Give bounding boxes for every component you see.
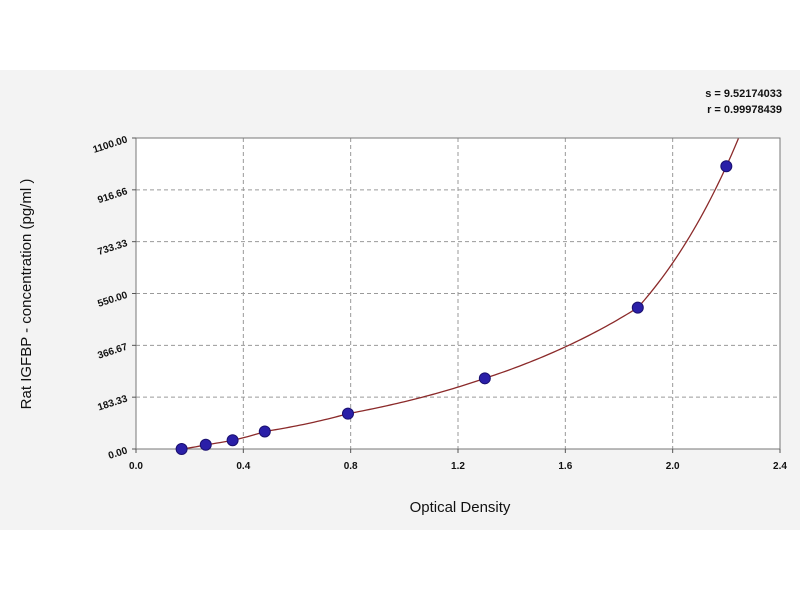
y-tick-label: 183.33 <box>96 393 129 413</box>
x-tick-label: 2.0 <box>666 461 680 472</box>
y-axis-title: Rat IGFBP - concentration (pg/ml ) <box>18 179 35 410</box>
y-tick-label: 366.67 <box>96 342 129 362</box>
y-tick-label: 733.33 <box>96 238 129 258</box>
grid-lines <box>136 138 780 449</box>
x-tick-label: 2.4 <box>773 461 787 472</box>
y-tick-label: 916.66 <box>96 186 129 206</box>
data-point <box>631 301 644 314</box>
fit-r-value: r = 0.99978439 <box>707 104 782 116</box>
data-point <box>720 160 733 173</box>
x-tick-label: 0.8 <box>344 461 358 472</box>
y-tick-label: 550.00 <box>96 290 129 310</box>
x-tick-label: 1.6 <box>558 461 572 472</box>
data-point <box>258 425 271 438</box>
x-tick-label: 0.4 <box>236 461 250 472</box>
x-tick-label: 1.2 <box>451 461 465 472</box>
y-axis-ticks: 0.00 183.33 366.67 550.00 733.33 916.66 1100.0… <box>92 134 136 462</box>
data-points <box>175 160 733 455</box>
x-axis-title: Optical Density <box>410 499 511 516</box>
data-point <box>175 443 188 455</box>
data-point <box>199 438 212 451</box>
y-tick-label: 0.00 <box>107 445 129 462</box>
x-axis-ticks: 0.0 0.4 0.8 1.2 1.6 2.0 2.4 <box>129 449 787 472</box>
fit-s-value: s = 9.52174033 <box>705 88 782 100</box>
data-point <box>478 372 491 385</box>
x-tick-label: 0.0 <box>129 461 143 472</box>
data-point <box>226 434 239 447</box>
y-tick-label: 1100.00 <box>92 134 130 156</box>
data-point <box>341 407 354 420</box>
fit-curve <box>181 138 740 450</box>
